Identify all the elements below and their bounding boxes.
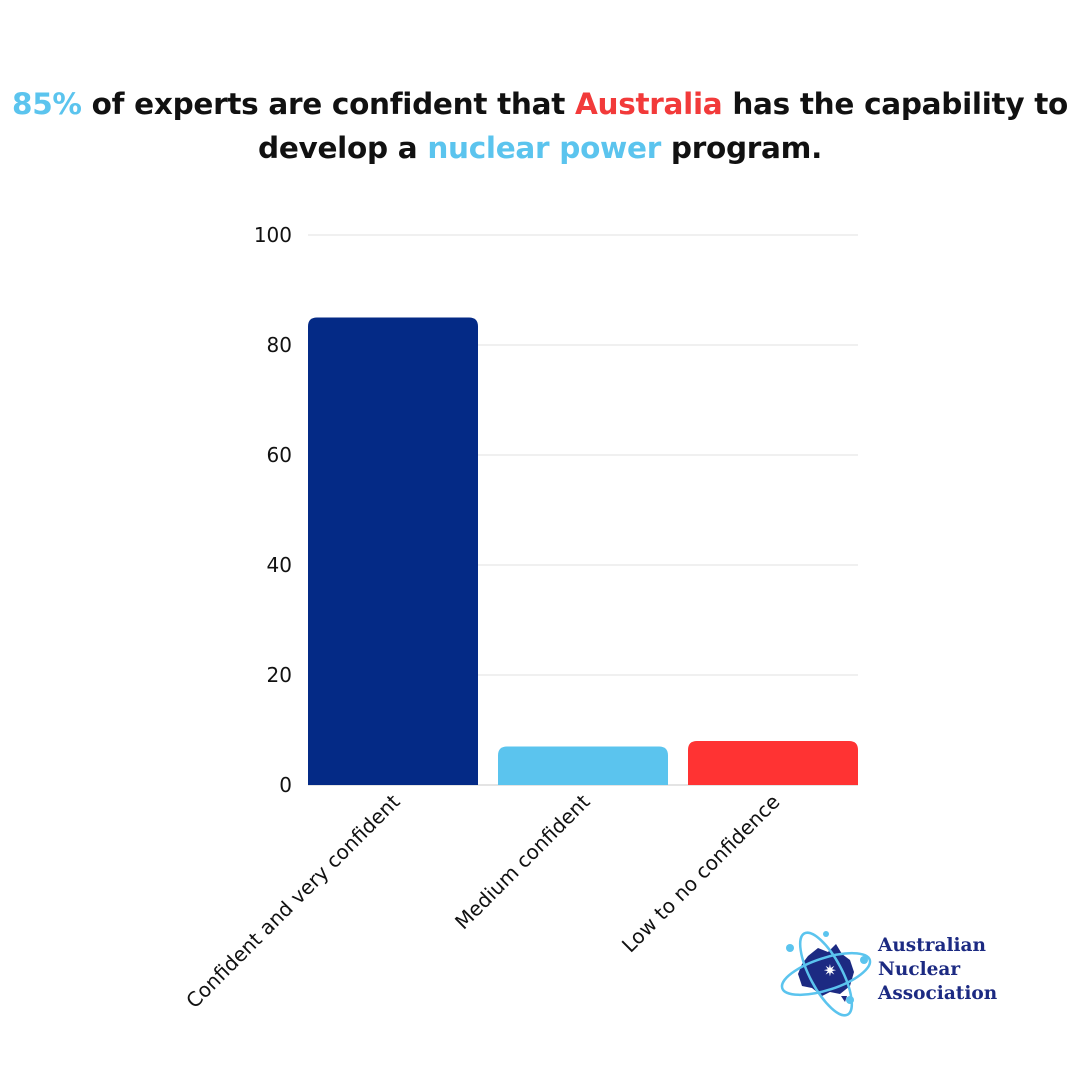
x-tick-label: Medium confident [450,789,595,934]
headline-text-3: program. [660,131,822,165]
headline-topic: nuclear power [427,131,661,165]
bar [308,317,478,785]
bar [688,741,858,785]
bar [498,746,668,785]
headline: 85% of experts are confident that Austra… [0,82,1080,170]
headline-stat: 85% [11,87,82,121]
y-tick-label: 0 [279,773,292,797]
logo-line-2: Nuclear [878,959,961,980]
logo: ✷ Australian Nuclear Association [778,926,1018,1022]
headline-text-2: has the capability to develop a [258,87,1069,165]
logo-line-3: Association [878,983,998,1004]
logo-wordmark: Australian Nuclear Association [878,934,997,1006]
headline-text-1: of experts are confident that [81,87,575,121]
logo-line-1: Australian [878,935,986,956]
headline-country: Australia [574,87,723,121]
svg-text:✷: ✷ [823,961,836,980]
y-tick-label: 80 [267,333,292,357]
y-tick-label: 20 [267,663,292,687]
y-tick-label: 60 [267,443,292,467]
x-tick-label: Confident and very confident [181,789,404,1012]
y-tick-label: 40 [267,553,292,577]
x-tick-label: Low to no confidence [617,790,785,958]
atom-australia-map-icon: ✷ [780,931,872,1017]
y-tick-label: 100 [254,223,292,247]
